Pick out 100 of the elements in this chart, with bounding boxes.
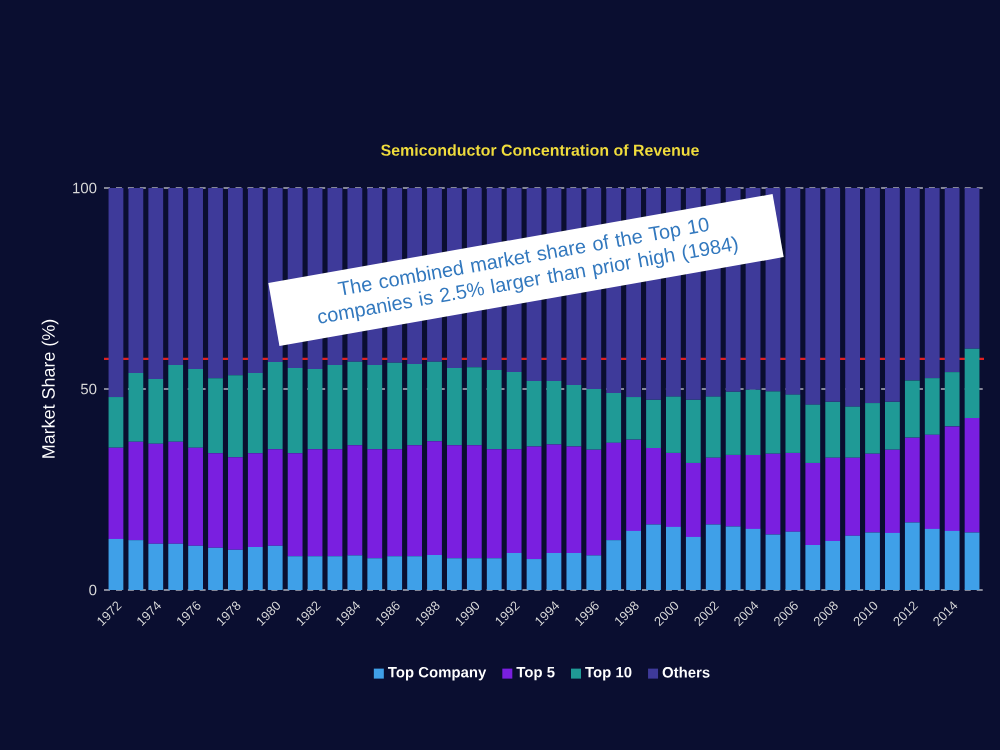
bar xyxy=(526,380,542,447)
bar xyxy=(685,399,701,463)
bar xyxy=(267,449,283,546)
bar xyxy=(387,449,403,557)
bar xyxy=(208,547,223,590)
bar xyxy=(944,187,960,373)
bar xyxy=(785,452,801,532)
bar xyxy=(904,437,920,523)
bar xyxy=(885,187,900,402)
bar xyxy=(825,187,841,402)
bar xyxy=(705,396,721,458)
bar xyxy=(247,372,263,454)
bar xyxy=(466,558,482,590)
bar xyxy=(228,375,243,458)
bar xyxy=(904,380,920,438)
bar xyxy=(188,545,203,590)
bar xyxy=(646,399,661,449)
bar xyxy=(447,368,462,446)
bar xyxy=(188,368,203,448)
bar xyxy=(168,441,184,544)
bar xyxy=(885,401,900,450)
bar xyxy=(705,524,721,590)
bar xyxy=(367,364,383,450)
bar xyxy=(904,187,920,381)
bar xyxy=(785,187,801,395)
bar xyxy=(228,457,243,550)
bar xyxy=(586,449,602,556)
bar xyxy=(168,187,184,365)
bar xyxy=(287,368,303,454)
bar xyxy=(845,535,861,590)
bar xyxy=(148,187,164,379)
bar xyxy=(208,187,223,379)
bar xyxy=(785,531,801,590)
bar xyxy=(626,530,641,590)
bar xyxy=(427,441,442,556)
bar xyxy=(845,187,861,407)
bar xyxy=(845,406,861,458)
bar xyxy=(327,449,343,557)
bar xyxy=(208,453,223,548)
bar xyxy=(606,540,622,590)
bar xyxy=(188,447,203,546)
bar xyxy=(506,372,522,450)
bar xyxy=(486,449,502,559)
bar xyxy=(546,553,562,590)
bar xyxy=(586,388,602,450)
bar xyxy=(845,457,861,536)
bar xyxy=(486,558,502,590)
y-axis-title: Market Share (%) xyxy=(41,319,59,458)
bar xyxy=(267,362,283,450)
bar xyxy=(646,448,661,525)
bar xyxy=(307,556,323,590)
bar xyxy=(566,384,582,447)
bar xyxy=(168,364,184,442)
bar xyxy=(387,362,403,450)
bar xyxy=(447,558,462,590)
bar xyxy=(526,446,542,560)
bar xyxy=(606,393,622,443)
bar xyxy=(367,558,383,590)
bar xyxy=(287,556,303,590)
bar xyxy=(228,549,243,590)
bar xyxy=(725,391,741,455)
bar xyxy=(566,446,582,554)
bar xyxy=(865,187,880,404)
bar xyxy=(208,378,223,454)
bar xyxy=(646,524,661,590)
bar xyxy=(606,442,622,541)
bar xyxy=(427,361,442,442)
bar xyxy=(546,444,562,554)
bar xyxy=(865,453,880,533)
bar xyxy=(108,538,124,590)
bar xyxy=(128,372,144,442)
bar xyxy=(407,556,422,590)
annotation: The combined market share of the Top 10 companies is 2.5% larger than prior high (1984) xyxy=(318,217,738,324)
bar xyxy=(865,403,880,454)
bar xyxy=(486,370,502,450)
bar xyxy=(666,452,681,527)
bar xyxy=(626,397,641,440)
bar xyxy=(466,367,482,446)
bar xyxy=(586,555,602,590)
bar xyxy=(347,361,363,446)
bar xyxy=(506,449,522,554)
bar xyxy=(685,462,701,537)
bar xyxy=(805,544,821,590)
bar xyxy=(148,543,164,590)
bar xyxy=(944,426,960,531)
bar xyxy=(944,530,960,590)
bar xyxy=(666,396,681,453)
bar xyxy=(466,445,482,559)
bar xyxy=(964,532,980,590)
bar xyxy=(188,187,203,369)
bar xyxy=(506,553,522,590)
bar xyxy=(964,417,980,533)
bar xyxy=(904,522,920,590)
bar xyxy=(128,441,144,541)
bar xyxy=(825,540,841,590)
bar xyxy=(666,526,681,590)
bar xyxy=(247,453,263,547)
bar xyxy=(825,457,841,541)
bar xyxy=(745,528,761,590)
bar xyxy=(327,364,343,450)
